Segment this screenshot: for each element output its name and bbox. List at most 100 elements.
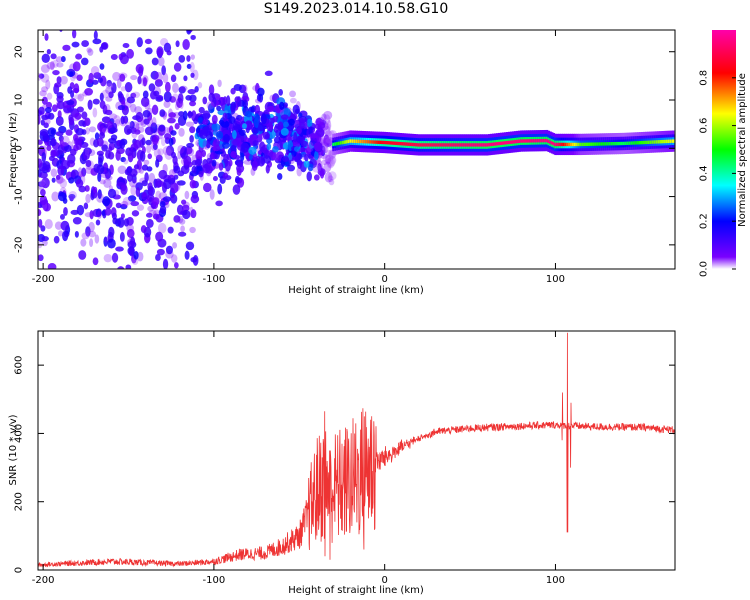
spectrogram-blob [306,171,312,182]
spectrogram-blob [141,77,148,87]
spectrogram-band-segment [489,142,493,147]
spectrogram-blob [60,220,70,231]
spectrogram-band-segment [447,143,451,147]
spectrogram-blob [68,191,77,200]
spectrogram-blob [77,93,84,102]
colorbar-label: Normalized spectral amplitude [737,73,748,227]
spectrogram-blob [42,161,51,171]
spectrogram-blob [38,72,42,81]
spectrogram-blob [120,19,126,27]
spectrogram-blob [152,197,160,206]
snr-x-axis-label: Height of straight line (km) [288,585,424,596]
spectrogram-blob [211,114,218,125]
spectrogram-band-segment [529,139,533,143]
spectrogram-blob [147,185,154,196]
spectrogram-band-segment [614,141,618,146]
spectrogram-blob [57,191,67,202]
spectrogram-blob [41,236,49,242]
spectrogram-band-segment [381,140,385,145]
spectrogram-blob [137,118,145,126]
spectrogram-blob [136,37,143,48]
spectrogram-blob [133,251,139,260]
colorbar-gradient [712,30,736,269]
spectrogram-blob [198,106,205,114]
spectrogram-blob [67,86,73,94]
spectrogram-blob [47,112,55,120]
spectrogram-band-segment [361,139,364,144]
spectrogram-blob [131,91,141,99]
spectrogram-band-segment [367,140,371,144]
spectrogram-band-segment [349,139,352,143]
spectrogram-blob [321,135,327,146]
spectrogram-blob [190,209,197,219]
spectrogram-band-segment [543,138,547,143]
spectrogram-blob [101,116,111,124]
spectrogram-blob [152,136,159,146]
spectrogram-blob [120,184,128,195]
spectrogram-blob [84,117,91,127]
spectrogram-blob [85,159,92,168]
spectrogram-band-segment [570,142,573,147]
spectrogram-blob [222,96,228,105]
spectrogram-blob [142,109,151,118]
spectrogram-blob [99,63,105,70]
spectrogram-blob [187,110,193,119]
snr-x-tick-label: -200 [32,575,55,586]
spectrogram-blob [148,83,156,92]
spectrogram-blob [95,219,101,226]
spectrogram-blob [120,156,127,163]
spectrogram-blob [186,55,191,62]
spectrogram-blob [170,151,176,159]
spectrogram-band-segment [659,140,663,144]
spectrogram-band-segment [449,143,453,147]
spectrogram-blob [147,273,151,283]
spectrogram-blob [84,185,90,192]
spectrogram-blob [306,141,314,153]
spectrogram-blob [146,194,155,202]
spectrogram-blob [51,177,56,183]
spectrogram-blob [325,137,334,144]
spectrogram-blob [127,195,137,202]
spectrogram-band-segment [471,143,475,147]
spectrogram-blob [107,238,116,249]
spectrogram-blob [325,155,331,165]
spectrogram-band-segment [401,142,405,146]
spectrogram-blob [191,165,197,174]
spectrogram-blob [253,117,259,128]
spectrogram-blob [154,79,163,87]
spectrogram-blob [236,118,245,125]
spectrogram-blob [195,149,203,161]
snr-x-tick-label: -100 [203,575,226,586]
spectrogram-blob [103,253,113,263]
spectrogram-blob [73,83,80,94]
spectrogram-blob [136,204,145,211]
spectrogram-blob [135,123,140,131]
spectrogram-blob [223,133,230,143]
spectrogram-band-segment [500,141,503,146]
spectrogram-band-segment [665,139,669,144]
spectrogram-blob [59,139,65,148]
spectrogram-blob [151,117,157,128]
spectrogram-band-segment [610,142,613,146]
spectrogram-blob [87,48,94,56]
spectrogram-blob [38,106,45,115]
spectrogram-band-segment [514,140,517,144]
spectrogram-blob [84,87,94,96]
spectrogram-blob [148,172,156,184]
spectrogram-blob [328,171,337,181]
spectrogram-blob [38,73,45,79]
spectrogram-blob [38,208,42,217]
spectrogram-band-segment [502,141,505,145]
spectrogram-blob [182,275,186,285]
spectrogram-blob [130,185,137,196]
spectrogram-blob [127,149,136,160]
spectrogram-blob [119,231,125,242]
spectrogram-blob [257,87,265,97]
spectrogram-blob [93,72,102,79]
spectrogram-band-segment [602,142,605,146]
spectrogram-blob [111,82,117,94]
spectrogram-band-segment [541,138,545,143]
spectrogram-band-segment [423,143,427,147]
spectrogram-blob [217,183,223,195]
spectrogram-blob [40,225,46,232]
